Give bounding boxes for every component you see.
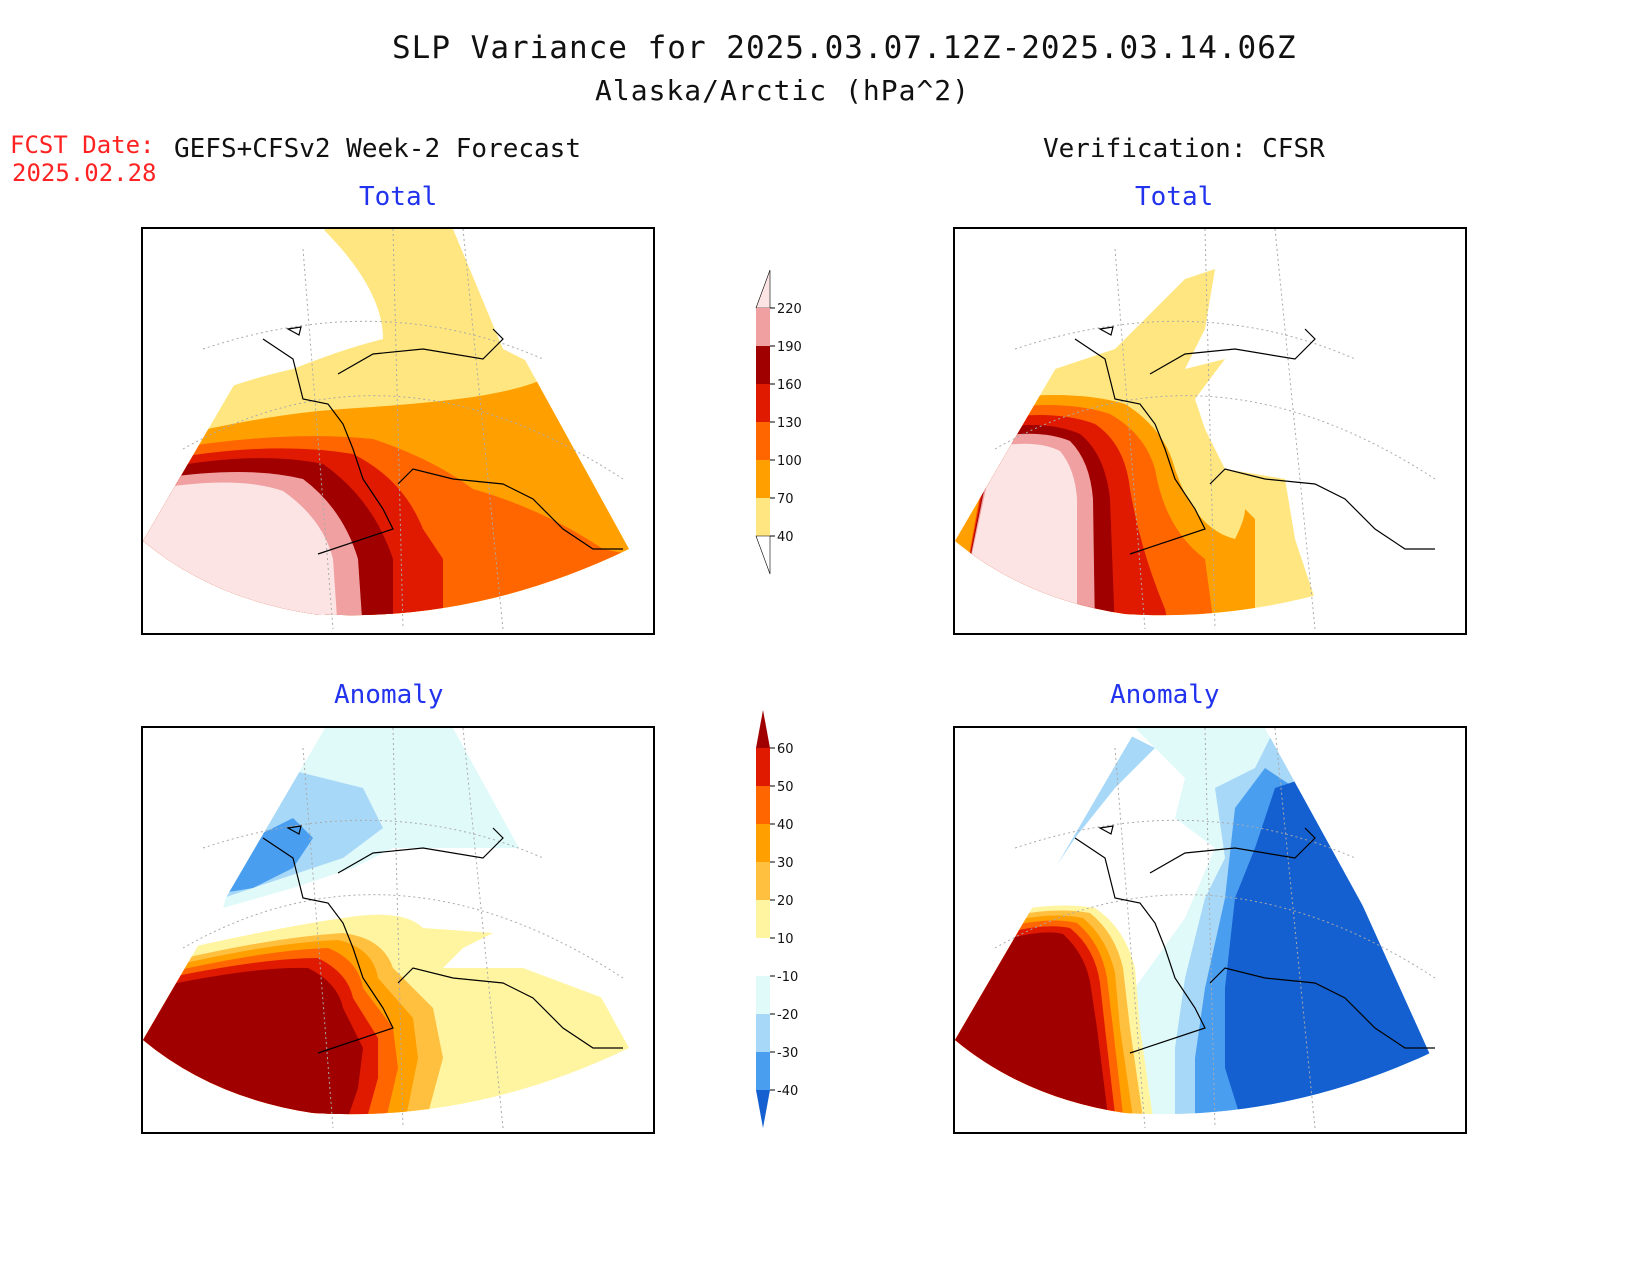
fcst-total-title: Total xyxy=(359,182,438,212)
verif-anomaly-title: Anomaly xyxy=(1110,680,1220,710)
total-swatch xyxy=(756,422,770,460)
anomaly-tick-label: -30 xyxy=(777,1046,798,1061)
total-swatch xyxy=(756,384,770,422)
total-tick-label: 190 xyxy=(777,340,802,355)
anomaly-tick-label: 20 xyxy=(777,894,794,909)
fcst-anomaly-map xyxy=(141,726,655,1134)
total-tick-label: 130 xyxy=(777,416,802,431)
verif-anomaly-map xyxy=(953,726,1467,1134)
anomaly-swatch xyxy=(756,976,770,1014)
total-swatch xyxy=(756,460,770,498)
page-title: SLP Variance for 2025.03.07.12Z-2025.03.… xyxy=(392,30,1297,66)
total-tip-top xyxy=(755,270,771,309)
anomaly-swatch xyxy=(756,786,770,824)
fcst-date-value: 2025.02.28 xyxy=(12,159,157,187)
total-swatch xyxy=(756,498,770,536)
anomaly-swatch xyxy=(756,900,770,938)
anomaly-tick-label: -10 xyxy=(777,970,798,985)
anomaly-tick-label: 30 xyxy=(777,856,794,871)
fcst-date-label: FCST Date: xyxy=(10,131,155,159)
forecast-header: GEFS+CFSv2 Week-2 Forecast xyxy=(174,134,581,164)
fcst-anomaly-title: Anomaly xyxy=(334,680,444,710)
verif-total-title: Total xyxy=(1135,182,1214,212)
verif-total-map xyxy=(953,227,1467,635)
anomaly-tick-label: 50 xyxy=(777,780,794,795)
anomaly-swatch xyxy=(756,748,770,786)
total-tick-label: 220 xyxy=(777,302,802,317)
anomaly-swatch xyxy=(756,862,770,900)
page-subtitle: Alaska/Arctic (hPa^2) xyxy=(595,74,971,107)
total-swatch xyxy=(756,346,770,384)
anomaly-swatch xyxy=(756,1014,770,1052)
fcst-total-map xyxy=(141,227,655,635)
anomaly-tick-label: 60 xyxy=(777,742,794,757)
anomaly-swatch xyxy=(756,1052,770,1090)
total-colorbar: 220 190 160 130 100 70 40 xyxy=(755,270,802,575)
total-tick-label: 100 xyxy=(777,454,802,469)
anomaly-tick-label: 40 xyxy=(777,818,794,833)
anomaly-tick-label: -40 xyxy=(777,1084,798,1099)
total-tip-bottom xyxy=(755,535,771,575)
total-tick-label: 160 xyxy=(777,378,802,393)
anomaly-tip-top xyxy=(756,710,770,748)
anomaly-swatch xyxy=(756,824,770,862)
anomaly-tip-bottom xyxy=(756,1090,770,1128)
anomaly-swatch xyxy=(756,938,770,976)
anomaly-tick-label: 10 xyxy=(777,932,794,947)
total-swatch xyxy=(756,308,770,346)
anomaly-tick-label: -20 xyxy=(777,1008,798,1023)
verification-header: Verification: CFSR xyxy=(1043,134,1325,164)
total-tick-label: 40 xyxy=(777,530,794,545)
anomaly-colorbar: 60 50 40 30 20 10 -10 -20 -30 -40 xyxy=(756,710,798,1128)
total-tick-label: 70 xyxy=(777,492,794,507)
